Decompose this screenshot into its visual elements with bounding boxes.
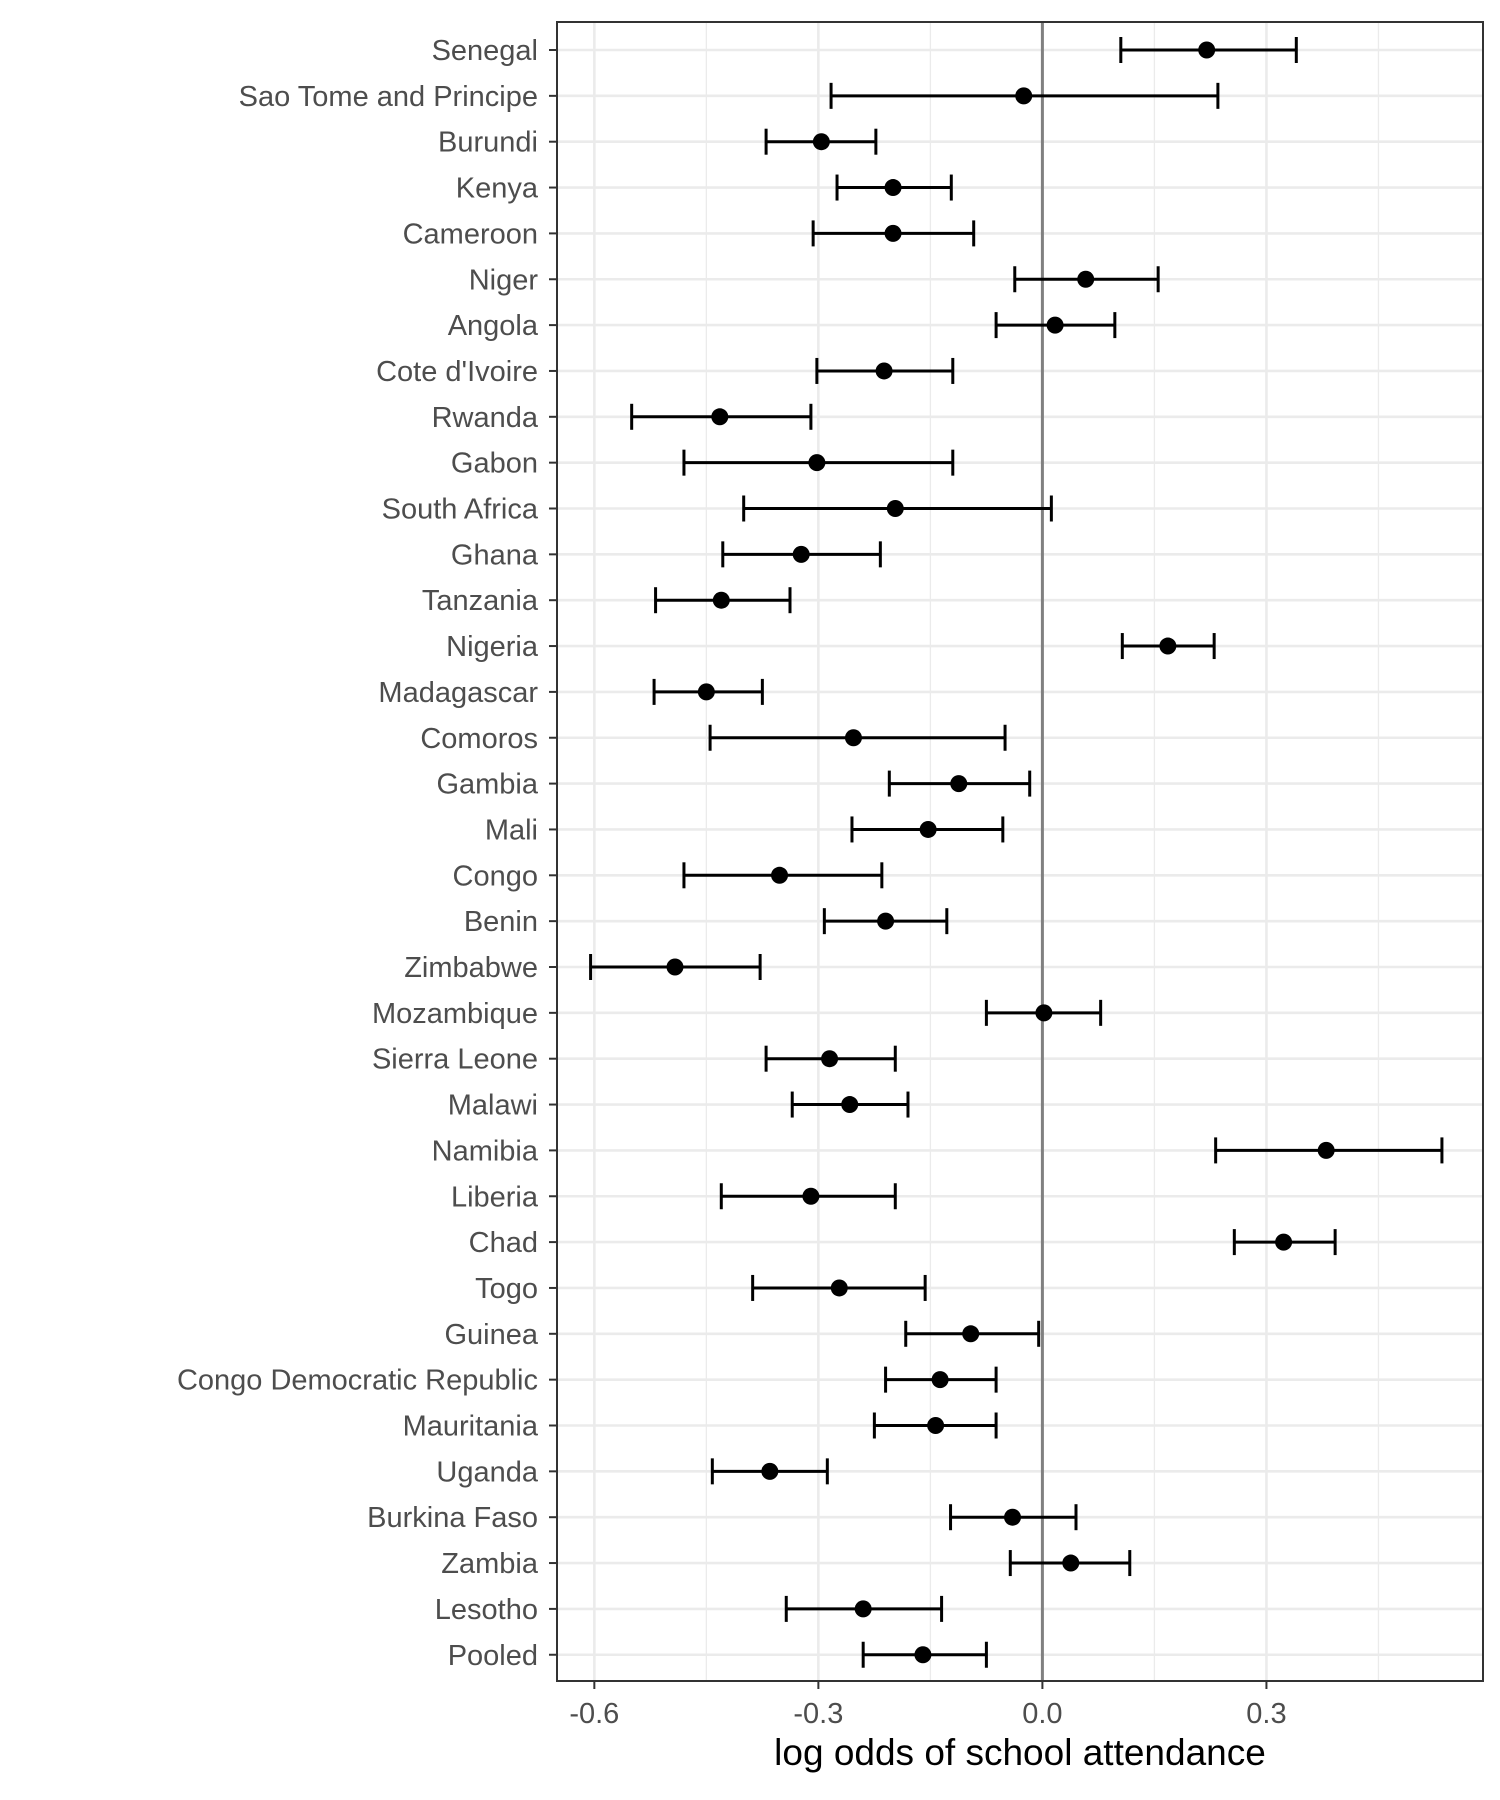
x-tick-label: -0.3 (793, 1698, 843, 1730)
y-tick-label: Kenya (456, 173, 539, 205)
y-tick-label: Chad (469, 1227, 538, 1259)
point-estimate (808, 454, 826, 472)
point-estimate (875, 362, 893, 380)
y-tick-label: Congo Democratic Republic (177, 1365, 538, 1397)
point-estimate (844, 729, 862, 747)
y-tick-label: Nigeria (446, 631, 539, 663)
y-tick-label: Pooled (448, 1640, 538, 1672)
y-tick-label: Liberia (451, 1181, 539, 1213)
point-estimate (761, 1462, 779, 1480)
plot-panel (556, 21, 1484, 1682)
point-estimate (812, 133, 830, 151)
point-estimate (877, 912, 895, 930)
x-tick-label: 0.3 (1246, 1698, 1286, 1730)
point-estimate (1015, 87, 1033, 105)
y-tick-label: Madagascar (378, 677, 538, 709)
point-estimate (854, 1600, 872, 1618)
y-tick-label: Guinea (444, 1319, 538, 1351)
point-estimate (666, 958, 684, 976)
y-tick-label: Senegal (432, 35, 538, 67)
y-tick-label: Namibia (432, 1135, 539, 1167)
x-axis: -0.6 -0.3 0.0 0.3 (569, 1681, 1287, 1730)
point-estimate (771, 866, 789, 884)
point-estimate (919, 820, 937, 838)
point-estimate (884, 179, 902, 197)
point-estimate (1035, 1004, 1053, 1022)
point-estimate (712, 591, 730, 609)
point-estimate (711, 408, 729, 426)
point-estimate (962, 1325, 980, 1343)
x-axis-title: log odds of school attendance (774, 1732, 1266, 1773)
point-estimate (1077, 270, 1095, 288)
y-tick-label: Sierra Leone (372, 1044, 538, 1076)
y-tick-label: Gambia (436, 769, 538, 801)
point-estimate (927, 1417, 945, 1434)
y-tick-label: Ghana (451, 539, 539, 571)
y-tick-label: Rwanda (432, 402, 539, 434)
y-tick-label: Burundi (438, 127, 538, 159)
x-tick-label: -0.6 (569, 1698, 619, 1730)
point-estimate (931, 1371, 949, 1389)
y-tick-label: Burkina Faso (367, 1502, 538, 1534)
y-tick-label: Togo (475, 1273, 538, 1305)
y-tick-label: Congo (453, 860, 538, 892)
point-estimate (1317, 1141, 1335, 1159)
point-estimate (792, 545, 810, 563)
y-tick-label: Cote d'Ivoire (376, 356, 538, 388)
y-tick-label: Zimbabwe (404, 952, 538, 984)
y-tick-label: Gabon (451, 448, 538, 480)
point-estimate (1004, 1508, 1022, 1526)
y-axis: Senegal Sao Tome and Principe Burundi Kenya… (177, 35, 557, 1672)
y-tick-label: Lesotho (435, 1594, 538, 1626)
y-tick-label: Sao Tome and Principe (239, 81, 538, 113)
y-tick-label: Cameroon (403, 218, 538, 250)
point-estimate (1062, 1554, 1080, 1572)
point-estimate (1159, 637, 1177, 655)
point-estimate (802, 1187, 820, 1205)
y-tick-label: Malawi (448, 1090, 538, 1122)
y-tick-label: Angola (448, 310, 539, 342)
y-tick-label: Niger (469, 264, 539, 296)
grid-lines (557, 22, 1483, 1681)
y-tick-label: Mali (485, 814, 538, 846)
error-bars (589, 37, 1444, 1668)
y-tick-label: South Africa (382, 494, 539, 526)
point-estimate (697, 683, 715, 701)
point-estimate (950, 775, 968, 793)
point-estimate (886, 500, 904, 517)
point-estimates (666, 41, 1335, 1664)
point-estimate (830, 1279, 848, 1297)
point-estimate (1198, 41, 1216, 59)
y-tick-label: Mozambique (372, 998, 538, 1030)
point-estimate (1275, 1233, 1293, 1251)
point-estimate (1046, 316, 1064, 334)
y-tick-label: Tanzania (422, 585, 539, 617)
y-tick-label: Benin (464, 906, 538, 938)
point-estimate (884, 224, 902, 242)
y-tick-label: Mauritania (403, 1411, 539, 1443)
point-estimate (914, 1646, 932, 1664)
point-estimate (841, 1096, 859, 1114)
point-estimate (821, 1050, 839, 1068)
y-tick-label: Uganda (436, 1456, 538, 1488)
x-tick-label: 0.0 (1022, 1698, 1062, 1730)
y-tick-label: Comoros (420, 723, 538, 755)
y-tick-label: Zambia (441, 1548, 539, 1580)
